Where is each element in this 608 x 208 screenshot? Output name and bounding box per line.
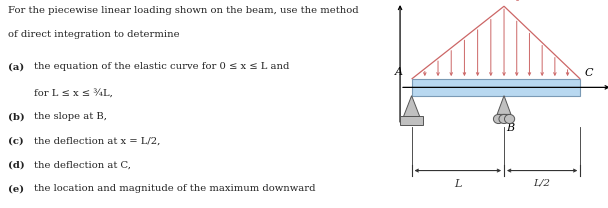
Circle shape <box>499 114 509 124</box>
Circle shape <box>505 114 514 124</box>
Circle shape <box>494 114 503 124</box>
Text: For the piecewise linear loading shown on the beam, use the method: For the piecewise linear loading shown o… <box>7 6 358 15</box>
Text: (a): (a) <box>7 62 24 71</box>
Text: (e): (e) <box>7 184 24 193</box>
Text: the location and magnitude of the maximum downward: the location and magnitude of the maximu… <box>34 184 316 193</box>
Text: the deflection at C,: the deflection at C, <box>34 160 131 169</box>
Text: of direct integration to determine: of direct integration to determine <box>7 30 179 39</box>
Polygon shape <box>400 116 423 125</box>
Polygon shape <box>404 96 420 116</box>
Text: (b): (b) <box>7 112 24 121</box>
Text: L: L <box>454 179 461 189</box>
Text: for L ≤ x ≤ ¾L,: for L ≤ x ≤ ¾L, <box>34 89 113 98</box>
Text: (c): (c) <box>7 136 23 145</box>
Text: the slope at B,: the slope at B, <box>34 112 107 121</box>
Text: C: C <box>585 68 593 78</box>
Text: L/2: L/2 <box>534 179 551 188</box>
Polygon shape <box>497 96 511 114</box>
Text: B: B <box>506 123 514 133</box>
Polygon shape <box>412 79 580 96</box>
Text: the deflection at x = L/2,: the deflection at x = L/2, <box>34 136 161 145</box>
Text: (d): (d) <box>7 160 24 169</box>
Text: A: A <box>395 67 402 77</box>
Text: the equation of the elastic curve for 0 ≤ x ≤ L and: the equation of the elastic curve for 0 … <box>34 62 289 71</box>
Text: $w_0$: $w_0$ <box>505 0 522 4</box>
